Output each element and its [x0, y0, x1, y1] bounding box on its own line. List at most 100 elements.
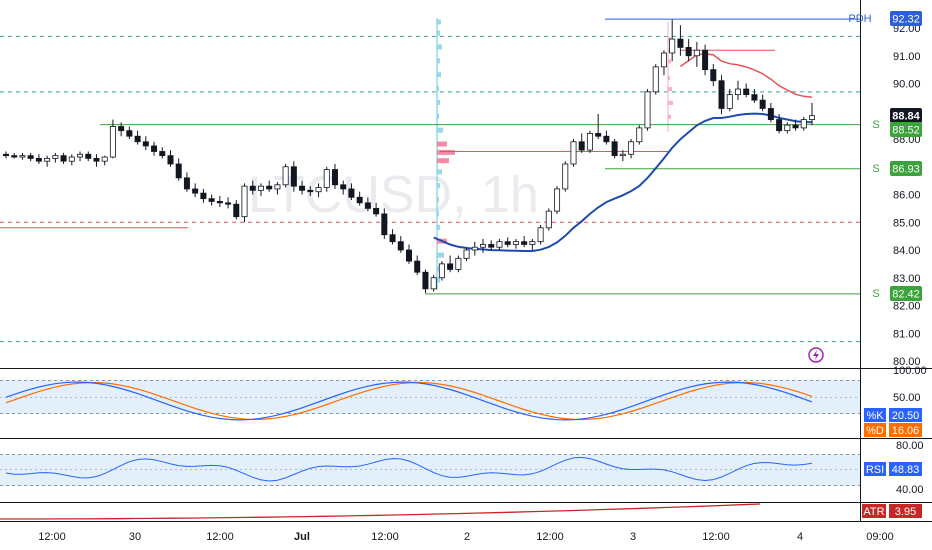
stochastic-pane[interactable]: [0, 380, 860, 421]
candle-body: [389, 234, 396, 243]
candle-body: [19, 155, 26, 158]
time-tick-label: 2: [464, 531, 470, 543]
candle-body: [405, 249, 412, 262]
candle-body: [455, 257, 462, 270]
rsi-value-tag: [889, 462, 922, 476]
candle-body: [216, 201, 223, 204]
candle-body: [628, 141, 635, 155]
volume-profile-bar: [437, 30, 440, 36]
time-axis[interactable]: 12:00 30 12:00 Jul 12:00 2 12:00 3 12:00 4 09:00: [38, 531, 894, 543]
atr-value-tag: [889, 504, 922, 518]
candle-body: [11, 155, 18, 158]
volume-profile-bar: [437, 183, 440, 189]
candle-body: [397, 241, 404, 251]
candle-body: [77, 153, 84, 158]
price-axis[interactable]: 92.0091.0090.0089.0088.0087.0086.0085.00…: [848, 0, 927, 521]
candle-body: [784, 124, 791, 132]
candle-body: [200, 192, 207, 200]
candle-body: [290, 166, 297, 187]
volume-profile-bar: [668, 100, 673, 105]
candle-body: [463, 249, 470, 259]
price-tick-label: 83.00: [893, 273, 921, 285]
candle-body: [68, 156, 75, 162]
candle-body: [315, 187, 322, 193]
candle-body: [373, 207, 380, 215]
candle-body: [759, 99, 766, 109]
volume-profile-bar: [437, 19, 441, 25]
stoch-k-badge: [864, 408, 886, 422]
candlesticks[interactable]: [3, 19, 816, 294]
rsi-tick-40: 40.00: [896, 484, 924, 496]
candle-body: [611, 141, 618, 157]
support-1-tag: [890, 122, 922, 137]
candle-body: [3, 153, 9, 157]
candle-body: [767, 108, 774, 120]
volume-profile-bar: [437, 44, 442, 50]
lightning-icon[interactable]: [808, 347, 824, 363]
candle-body: [364, 202, 371, 209]
time-tick-label: 12:00: [206, 531, 234, 543]
support-1-value: 88.52: [892, 125, 920, 137]
stoch-tick-100: 100.00: [893, 365, 927, 377]
candle-body: [109, 126, 116, 158]
price-tick-label: 82.00: [893, 301, 921, 313]
candle-body: [142, 141, 149, 147]
candle-body: [776, 119, 783, 132]
candle-body: [307, 189, 314, 193]
volume-profile-bar: [437, 141, 447, 147]
price-tick-labels: 92.0091.0090.0089.0088.0087.0086.0085.00…: [893, 23, 921, 368]
candle-body: [743, 88, 750, 96]
candle-body: [282, 166, 289, 186]
volume-profile-bar: [668, 114, 671, 119]
candle-body: [52, 155, 59, 159]
candle-body: [323, 169, 330, 188]
time-tick-label: 12:00: [702, 531, 730, 543]
rsi-line: [5, 456, 813, 482]
candle-body: [504, 241, 511, 245]
price-tick-label: 80.00: [893, 356, 921, 368]
rsi-pane[interactable]: [0, 454, 860, 486]
candle-body: [792, 124, 799, 129]
volume-profile-bar: [437, 210, 439, 216]
candle-body: [175, 163, 182, 179]
current-price-value: 88.84: [892, 111, 920, 123]
atr-pane[interactable]: [0, 503, 761, 520]
price-tick-label: 84.00: [893, 245, 921, 257]
volume-profile-bar: [668, 59, 671, 64]
candle-body: [340, 184, 347, 190]
candle-body: [562, 163, 569, 190]
candle-body: [578, 141, 585, 151]
candle-body: [167, 155, 174, 165]
candle-body: [702, 49, 709, 71]
rsi-badge: [864, 462, 886, 476]
atr-value: 3.95: [895, 506, 916, 518]
candle-body: [356, 196, 363, 204]
candle-body: [159, 151, 166, 157]
candle-body: [35, 158, 42, 162]
candle-body: [249, 185, 256, 191]
volume-profile-bar: [668, 75, 670, 80]
stoch-tick-50: 50.00: [893, 392, 921, 404]
candle-body: [60, 155, 67, 162]
rsi-value: 48.83: [892, 464, 920, 476]
support-2-label: S: [872, 163, 879, 175]
candle-body: [471, 246, 478, 251]
candle-body: [529, 241, 536, 245]
candle-body: [710, 69, 717, 82]
volume-profile-bar: [437, 252, 444, 258]
candle-body: [734, 88, 741, 96]
support-1-label: S: [872, 119, 879, 131]
candle-body: [652, 66, 659, 93]
candle-body: [554, 188, 561, 212]
candle-body: [677, 38, 684, 48]
candle-body: [726, 94, 733, 109]
price-pane[interactable]: LTCUSD, 1h: [0, 0, 860, 368]
stoch-d-badge: [864, 423, 886, 437]
volume-profile-bar: [437, 127, 443, 133]
volume-profile-bar: [437, 149, 455, 155]
support-2-value: 86.93: [892, 164, 920, 176]
pdh-label: PDH: [848, 13, 871, 25]
candle-body: [603, 135, 610, 143]
